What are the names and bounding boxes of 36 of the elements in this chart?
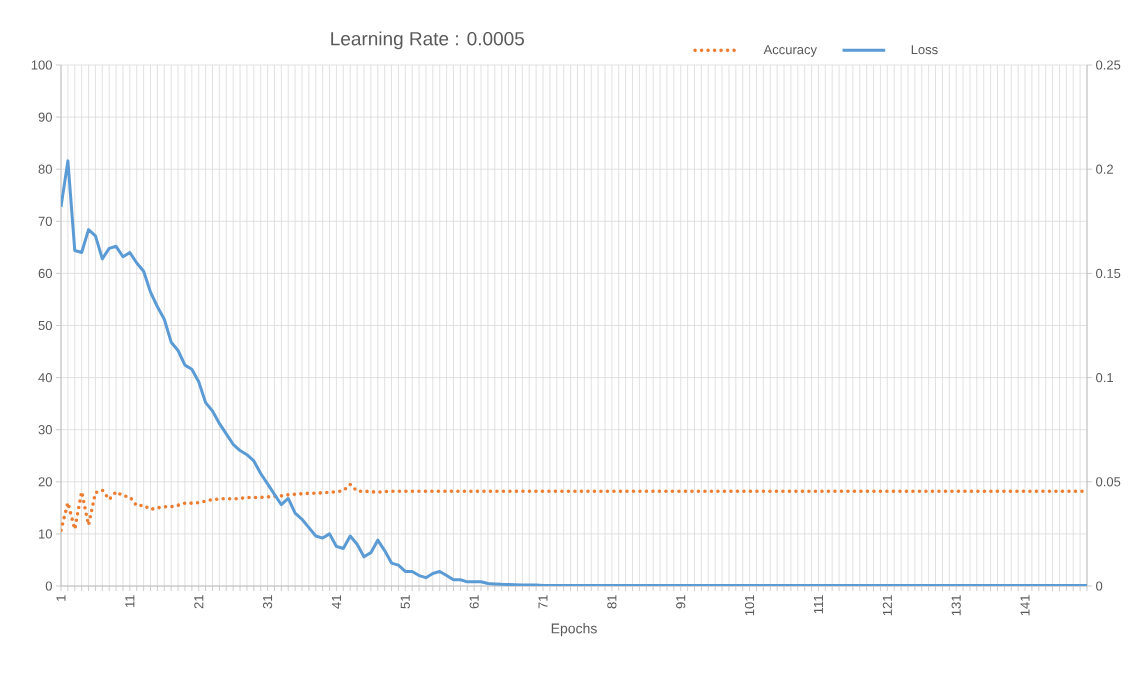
y2-tick-label: 0.2 (1096, 164, 1113, 174)
y2-tick-label: 0.1 (1096, 372, 1113, 383)
y2-tick-label: 0 (1096, 581, 1103, 591)
x-tick-label: 11 (125, 595, 135, 608)
x-tick-label: 131 (951, 595, 961, 616)
y-tick-label: 0 (45, 581, 52, 591)
x-tick-label: 1 (56, 595, 66, 601)
y2-tick-label: 0.05 (1096, 477, 1121, 487)
y-tick-label: 80 (38, 164, 52, 174)
y-tick-label: 50 (38, 320, 52, 331)
x-tick-label: 21 (194, 595, 204, 609)
x-tick-label: 31 (262, 595, 273, 609)
y-tick-label: 60 (38, 268, 52, 278)
y-tick-label: 30 (38, 425, 52, 435)
legend-label: Loss (911, 45, 938, 55)
x-axis-title: Epochs (551, 623, 597, 637)
x-tick-label: 111 (813, 595, 823, 614)
x-tick-label: 101 (744, 595, 755, 616)
y-tick-label: 20 (38, 477, 52, 487)
x-tick-label: 71 (538, 595, 548, 609)
x-tick-label: 81 (607, 595, 617, 609)
y-tick-label: 40 (38, 372, 52, 383)
chart-title: Learning Rate : 0.0005 (331, 31, 524, 50)
x-tick-label: 141 (1020, 595, 1030, 616)
y-tick-label: 100 (31, 60, 52, 70)
legend-label: Accuracy (763, 45, 817, 57)
x-tick-label: 41 (331, 595, 341, 609)
x-tick-label: 51 (400, 595, 410, 609)
y2-tick-label: 0.15 (1096, 268, 1121, 278)
y-tick-label: 90 (38, 112, 52, 122)
x-tick-label: 61 (469, 595, 479, 609)
y-tick-label: 10 (39, 529, 52, 539)
x-tick-label: 121 (882, 595, 892, 616)
y-tick-label: 70 (38, 216, 52, 226)
y2-tick-label: 0.25 (1096, 60, 1121, 70)
x-tick-label: 91 (676, 595, 686, 609)
